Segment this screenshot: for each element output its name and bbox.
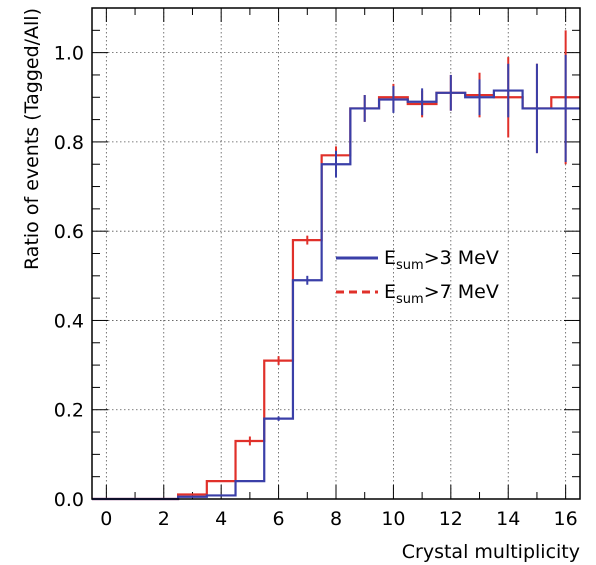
legend: Esum>3 MeV Esum>7 MeV — [336, 247, 499, 307]
series-step-line — [92, 89, 580, 501]
y-tick-label: 0.0 — [54, 489, 84, 511]
plot-frame — [91, 7, 581, 500]
x-tick-label: 12 — [439, 508, 463, 530]
y-tick-label: 0.2 — [54, 400, 84, 422]
x-tick-label: 4 — [215, 508, 227, 530]
y-axis-title: Ratio of events (Tagged/All) — [21, 8, 43, 270]
x-tick-label: 16 — [554, 508, 578, 530]
x-tick-label: 0 — [100, 508, 112, 530]
legend-label-esum7: Esum>7 MeV — [384, 281, 499, 307]
x-tick-label: 10 — [381, 508, 405, 530]
axis-ticks — [92, 7, 580, 500]
y-tick-label: 0.4 — [54, 310, 84, 332]
series-esum3 — [92, 54, 580, 501]
grid-lines — [92, 8, 580, 499]
x-tick-label: 2 — [158, 508, 170, 530]
x-tick-label: 8 — [330, 508, 342, 530]
legend-label-esum3: Esum>3 MeV — [384, 247, 499, 273]
y-tick-label: 1.0 — [54, 43, 84, 65]
x-axis-title: Crystal multiplicity — [402, 541, 580, 563]
x-tick-label: 6 — [273, 508, 285, 530]
series-layer — [92, 30, 580, 501]
tick-labels: 0 2 4 6 8 10 12 14 16 0.0 0.2 0.4 0.6 0.8 1.0 — [54, 43, 578, 530]
x-tick-label: 14 — [496, 508, 520, 530]
y-tick-label: 0.8 — [54, 132, 84, 154]
y-tick-label: 0.6 — [54, 221, 84, 243]
